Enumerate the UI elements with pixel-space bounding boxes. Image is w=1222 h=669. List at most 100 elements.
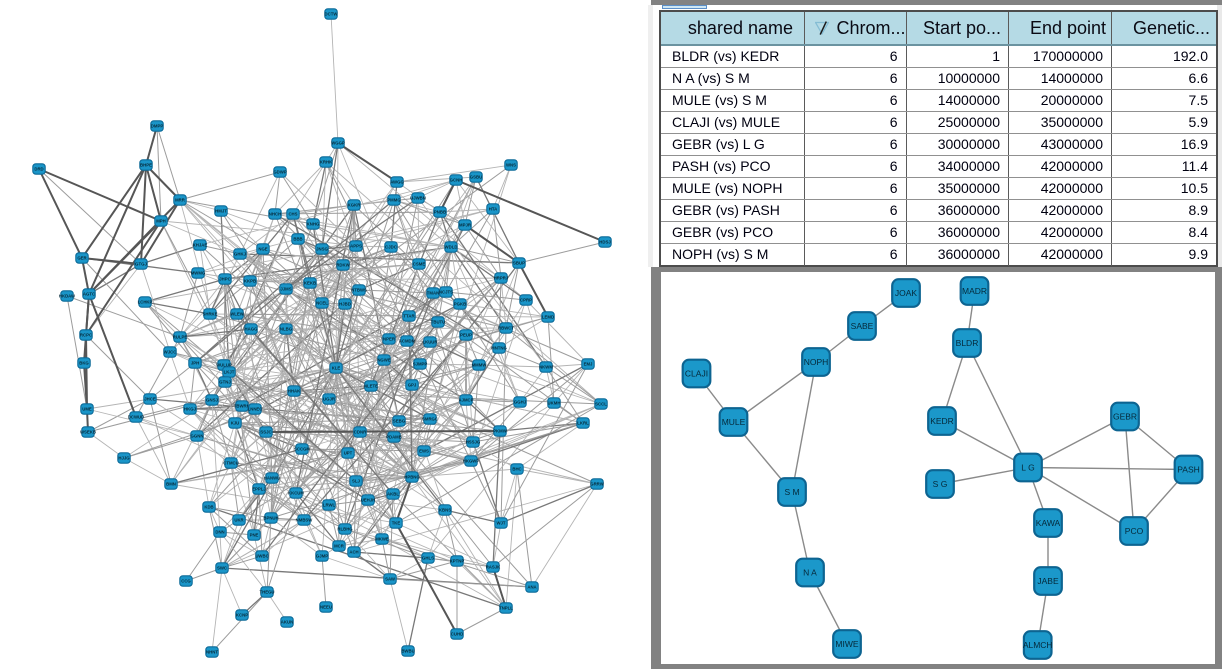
svg-text:S M: S M: [784, 487, 799, 497]
svg-text:RASJK: RASJK: [486, 565, 501, 570]
svg-text:NPER: NPER: [383, 337, 396, 342]
svg-text:RBWCT: RBWCT: [498, 326, 514, 331]
svg-text:PMMG: PMMG: [387, 198, 401, 203]
svg-text:HKGJ: HKGJ: [184, 407, 197, 412]
svg-text:KRHK: KRHK: [320, 160, 333, 165]
svg-text:TMAN: TMAN: [427, 291, 439, 296]
svg-text:WJCC: WJCC: [164, 350, 177, 355]
svg-text:EPPLJ: EPPLJ: [252, 487, 266, 492]
svg-text:KCNP: KCNP: [236, 613, 248, 618]
svg-text:AKBL: AKBL: [387, 492, 399, 497]
svg-text:RLBHG: RLBHG: [337, 527, 353, 532]
svg-text:BBB: BBB: [293, 237, 302, 242]
svg-text:CLAJI: CLAJI: [685, 369, 708, 379]
svg-text:CCG: CCG: [181, 579, 191, 584]
svg-text:MPJR: MPJR: [459, 223, 472, 228]
svg-text:SBUP: SBUP: [513, 261, 525, 266]
svg-text:GTGJ: GTGJ: [135, 262, 147, 267]
svg-text:LNNEC: LNNEC: [248, 407, 263, 412]
svg-text:SLJ: SLJ: [352, 479, 360, 484]
svg-text:BPNUH: BPNUH: [263, 516, 278, 521]
svg-text:UJWBN: UJWBN: [410, 196, 426, 201]
svg-text:KEKB: KEKB: [304, 281, 316, 286]
svg-text:HMJT: HMJT: [215, 209, 227, 214]
svg-text:HPBNG: HPBNG: [404, 475, 420, 480]
svg-text:HSSJG: HSSJG: [466, 440, 481, 445]
svg-text:NOPH: NOPH: [804, 357, 829, 367]
svg-text:CHS: CHS: [288, 212, 297, 217]
svg-text:TBWRM: TBWRM: [234, 404, 251, 409]
svg-text:L G: L G: [1021, 463, 1034, 473]
svg-text:DCWUD: DCWUD: [128, 415, 144, 420]
svg-text:SWC: SWC: [217, 566, 227, 571]
svg-text:GGNN: GGNN: [191, 434, 204, 439]
svg-text:GHKJ: GHKJ: [234, 252, 247, 257]
svg-text:MWMG: MWMG: [191, 271, 206, 276]
svg-text:JPH: JPH: [191, 361, 199, 366]
svg-text:UME: UME: [82, 407, 92, 412]
svg-text:NHCH: NHCH: [269, 212, 281, 217]
svg-text:DNN: DNN: [215, 530, 224, 535]
svg-text:SSJC: SSJC: [260, 430, 271, 435]
svg-text:UGJR: UGJR: [323, 397, 336, 402]
svg-text:HDSJ: HDSJ: [599, 240, 611, 245]
svg-text:RCPC: RCPC: [80, 333, 92, 338]
svg-text:SCCGM: SCCGM: [294, 447, 310, 452]
svg-text:LCHKP: LCHKP: [138, 300, 153, 305]
svg-text:PDAMB: PDAMB: [386, 435, 402, 440]
svg-text:KAWA: KAWA: [1036, 518, 1061, 528]
svg-text:EWS: EWS: [419, 449, 429, 454]
svg-text:HHAK: HHAK: [288, 389, 301, 394]
svg-text:CSME: CSME: [413, 262, 426, 267]
svg-text:HAGG: HAGG: [245, 327, 259, 332]
svg-text:KBNS: KBNS: [439, 508, 451, 513]
svg-text:JOAK: JOAK: [895, 288, 918, 298]
svg-text:GEBR: GEBR: [1113, 412, 1137, 422]
svg-text:PGKB: PGKB: [454, 302, 466, 307]
svg-text:UWBC: UWBC: [255, 554, 268, 559]
svg-text:WNS: WNS: [506, 163, 516, 168]
svg-text:NEEU: NEEU: [320, 605, 332, 610]
svg-text:MMMW: MMMW: [472, 363, 488, 368]
svg-text:WGGP: WGGP: [331, 141, 345, 146]
svg-text:UKMH: UKMH: [548, 401, 561, 406]
svg-text:MULE: MULE: [722, 417, 746, 427]
svg-text:CTMCU: CTMCU: [223, 461, 239, 466]
svg-text:PNBB: PNBB: [434, 210, 446, 215]
svg-text:S G: S G: [933, 479, 948, 489]
svg-text:SJMPP: SJMPP: [413, 362, 428, 367]
svg-text:NCJTS: NCJTS: [439, 290, 453, 295]
svg-text:NGE: NGE: [258, 247, 267, 252]
svg-text:NTBWS: NTBWS: [351, 288, 367, 293]
svg-text:GDWP: GDWP: [273, 170, 287, 175]
svg-text:MCR: MCR: [334, 544, 345, 549]
svg-text:NLETE: NLETE: [364, 384, 378, 389]
svg-text:APPS: APPS: [350, 244, 362, 249]
svg-text:WJT: WJT: [496, 521, 505, 526]
svg-text:KKCUM: KKCUM: [288, 491, 304, 496]
svg-text:JJMS: JJMS: [280, 287, 291, 292]
svg-text:NLBG: NLBG: [280, 327, 293, 332]
svg-text:THEGU: THEGU: [259, 590, 274, 595]
svg-text:HTA: HTA: [489, 207, 498, 212]
svg-text:KPTNP: KPTNP: [450, 559, 465, 564]
svg-text:JNSG: JNSG: [316, 247, 328, 252]
svg-text:MIWE: MIWE: [835, 639, 858, 649]
svg-text:SEBG: SEBG: [393, 419, 406, 424]
svg-text:PEUP: PEUP: [460, 333, 472, 338]
svg-text:SABE: SABE: [851, 321, 874, 331]
svg-text:PKMW: PKMW: [493, 429, 508, 434]
svg-text:TNPLL: TNPLL: [499, 606, 513, 611]
svg-text:ANA: ANA: [527, 585, 536, 590]
svg-text:GER: GER: [77, 256, 87, 261]
svg-text:HJBD: HJBD: [339, 302, 351, 307]
svg-text:WLEW: WLEW: [230, 312, 245, 317]
svg-text:CPRP: CPRP: [520, 298, 532, 303]
svg-text:KJU: KJU: [231, 421, 240, 426]
svg-text:GHLS: GHLS: [422, 556, 434, 561]
svg-text:GJMP: GJMP: [316, 554, 328, 559]
svg-text:UPT: UPT: [344, 451, 353, 456]
svg-text:UKR: UKR: [234, 518, 244, 523]
svg-text:WULUP: WULUP: [216, 363, 232, 368]
svg-text:AWGG: AWGG: [390, 180, 404, 185]
